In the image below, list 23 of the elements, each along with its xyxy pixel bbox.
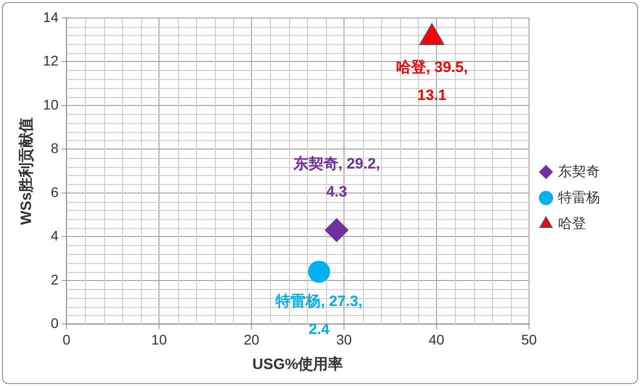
legend-label: 东契奇 — [558, 162, 600, 179]
legend-label: 哈登 — [558, 214, 586, 231]
annotation: 东契奇, 29.2, 4.3 — [292, 154, 380, 200]
y-tick-label: 0 — [50, 315, 59, 332]
x-tick-label: 40 — [428, 331, 445, 348]
y-tick-label: 2 — [50, 271, 59, 288]
y-tick-label: 10 — [42, 96, 59, 112]
x-tick-label: 0 — [62, 331, 71, 348]
y-tick-label: 6 — [50, 184, 59, 200]
legend-label: 特雷杨 — [558, 188, 600, 205]
point — [324, 218, 349, 242]
point — [419, 23, 445, 46]
x-tick-label: 50 — [521, 331, 537, 348]
y-tick-label: 14 — [42, 8, 59, 25]
x-axis-title: USG%使用率 — [252, 355, 344, 374]
annotation: 哈登, 39.5, 13.1 — [396, 58, 468, 104]
x-tick-label: 20 — [244, 331, 260, 348]
y-tick-label: 4 — [50, 228, 59, 244]
point — [308, 260, 330, 283]
y-tick-label: 8 — [50, 140, 59, 156]
x-tick-label: 10 — [151, 331, 168, 348]
y-tick-label: 12 — [42, 52, 59, 69]
y-axis-title: WSs胜利贡献值 — [18, 117, 36, 225]
